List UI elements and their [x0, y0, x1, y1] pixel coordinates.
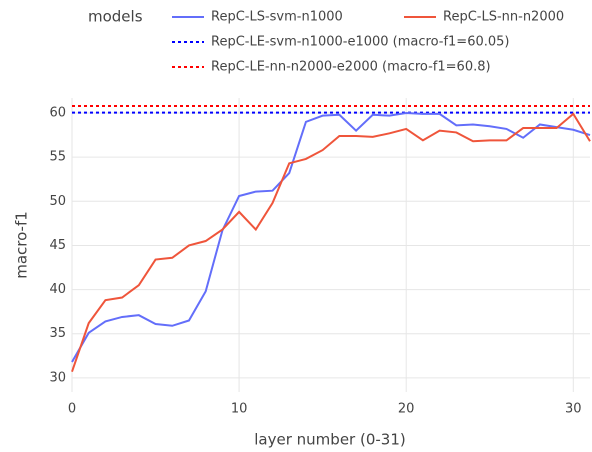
legend-label: RepC-LE-svm-n1000-e1000 (macro-f1=60.05) [211, 35, 510, 50]
legend-title: models [88, 8, 143, 26]
x-tick-label: 10 [231, 402, 248, 417]
y-axis-title: macro-f1 [13, 211, 31, 279]
series-line [71, 112, 591, 373]
y-tick-label: 35 [49, 326, 66, 341]
y-tick-label: 50 [49, 194, 66, 209]
x-tick-label: 20 [398, 402, 415, 417]
x-tick-label: 0 [68, 402, 76, 417]
legend-label: RepC-LS-svm-n1000 [211, 10, 343, 25]
y-tick-label: 60 [49, 106, 66, 121]
x-tick-label: 30 [565, 402, 582, 417]
y-tick-label: 40 [49, 282, 66, 297]
y-tick-label: 55 [49, 150, 66, 165]
x-axis-title: layer number (0-31) [254, 431, 405, 449]
legend-label: RepC-LS-nn-n2000 [443, 10, 564, 25]
legend-label: RepC-LE-nn-n2000-e2000 (macro-f1=60.8) [211, 60, 491, 75]
y-tick-label: 45 [49, 238, 66, 253]
y-tick-label: 30 [49, 370, 66, 385]
series-line [71, 112, 591, 363]
